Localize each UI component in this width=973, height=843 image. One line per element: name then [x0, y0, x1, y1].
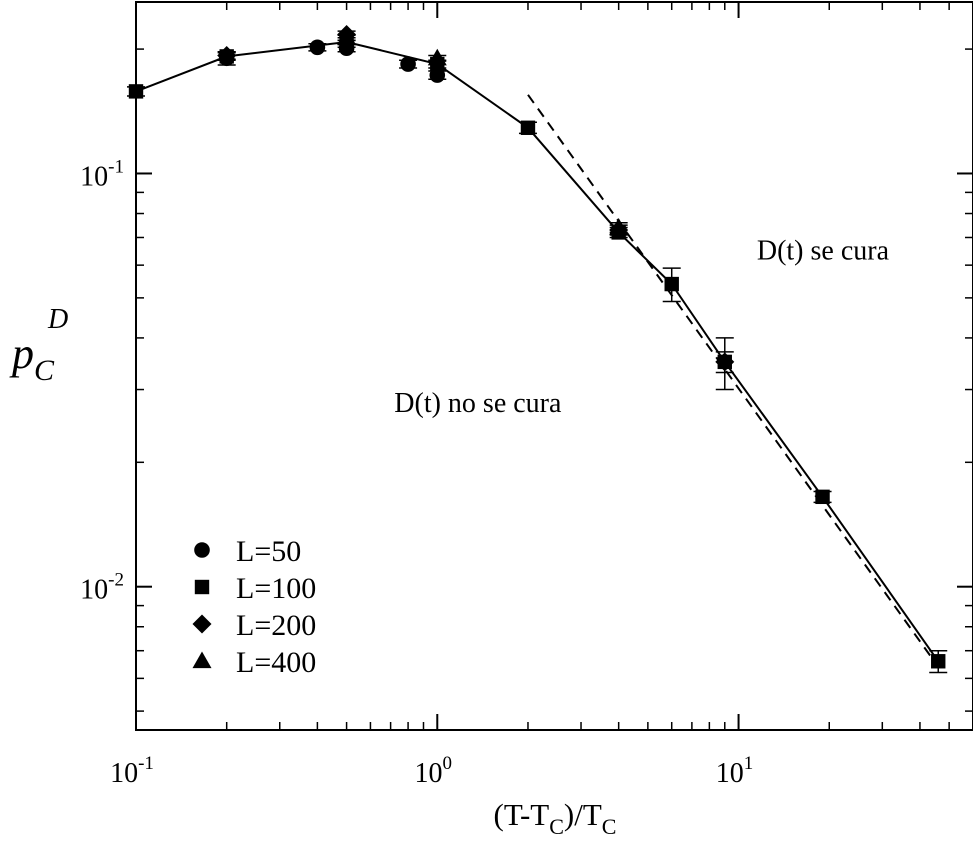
data-point-triangle: [427, 48, 447, 66]
legend: L=50 L=100 L=200 L=400: [192, 535, 316, 679]
y-tick-label-base: 10: [80, 575, 108, 606]
region-annotation: D(t) no se cura: [394, 388, 562, 419]
data-point-square: [520, 120, 536, 135]
legend-label: L=100: [236, 572, 316, 605]
x-axis-label: (T-TC)/TC: [494, 797, 617, 839]
y-axis-label-sub: C: [34, 354, 55, 387]
x-tick-label-exp: 0: [443, 753, 453, 774]
data-point-diamond: [715, 352, 735, 372]
x-tick-label-base: 10: [110, 758, 138, 789]
x-tick-label-base: 10: [415, 758, 443, 789]
data-point-square: [128, 84, 144, 99]
data-point-square: [664, 276, 679, 292]
legend-label: L=400: [236, 646, 316, 679]
y-axis-label: pCD: [9, 304, 68, 387]
region-annotation: D(t) se cura: [757, 235, 890, 266]
data-point-circle: [400, 56, 416, 72]
data-markers: [128, 24, 946, 669]
legend-marker-circle: [194, 542, 210, 558]
legend-marker-diamond: [192, 614, 212, 634]
data-point-square: [815, 489, 830, 505]
x-axis-label-sub1: C: [549, 814, 564, 839]
x-axis-label-sub2: C: [602, 814, 617, 839]
x-tick-label: 100: [415, 753, 453, 789]
legend-marker-triangle: [192, 651, 212, 669]
x-tick-label-base: 10: [716, 758, 744, 789]
x-axis-label-mid: )/T: [564, 797, 602, 832]
data-point-square: [931, 654, 946, 669]
x-tick-label-exp: -1: [138, 753, 154, 774]
minor-ticks: [136, 2, 973, 730]
y-axis-label-main: p: [9, 329, 34, 378]
legend-label: L=200: [236, 609, 316, 642]
solid-fit-line: [135, 40, 940, 662]
x-tick-label: 101: [716, 753, 754, 789]
major-ticks: [135, 2, 973, 730]
data-point-circle: [309, 39, 326, 56]
legend-marker-square: [194, 579, 210, 595]
y-tick-label: 10-1: [80, 156, 124, 192]
legend-label: L=50: [236, 535, 301, 568]
x-tick-label: 10-1: [110, 753, 154, 789]
plot-frame: [135, 1, 973, 731]
y-tick-label: 10-2: [80, 570, 124, 606]
x-tick-label-exp: 1: [744, 753, 754, 774]
x-axis-label-base: (T-T: [494, 797, 550, 832]
data-point-diamond: [217, 45, 237, 65]
y-tick-label-base: 10: [80, 161, 108, 192]
fit-lines: [135, 40, 940, 668]
dashed-power-law-line: [527, 94, 940, 668]
data-point-triangle: [337, 28, 357, 45]
data-point-triangle: [609, 218, 629, 235]
annotations: D(t) se cura D(t) no se cura: [394, 235, 889, 419]
y-axis-label-sup: D: [47, 304, 68, 335]
y-tick-label-exp: -1: [108, 156, 124, 177]
y-tick-label-exp: -2: [108, 570, 124, 591]
